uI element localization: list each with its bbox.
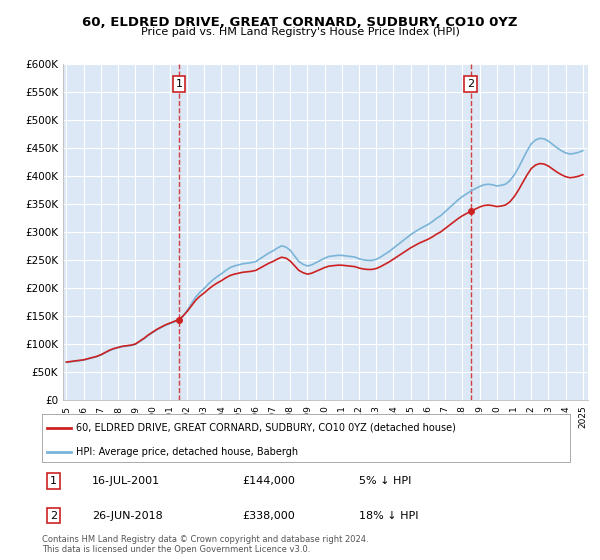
Text: 1: 1 bbox=[50, 476, 57, 486]
Text: 5% ↓ HPI: 5% ↓ HPI bbox=[359, 476, 411, 486]
Text: 26-JUN-2018: 26-JUN-2018 bbox=[92, 511, 163, 521]
Text: 2: 2 bbox=[50, 511, 57, 521]
Text: 60, ELDRED DRIVE, GREAT CORNARD, SUDBURY, CO10 0YZ: 60, ELDRED DRIVE, GREAT CORNARD, SUDBURY… bbox=[82, 16, 518, 29]
Text: Contains HM Land Registry data © Crown copyright and database right 2024.
This d: Contains HM Land Registry data © Crown c… bbox=[42, 535, 368, 554]
Text: £338,000: £338,000 bbox=[242, 511, 295, 521]
Text: 18% ↓ HPI: 18% ↓ HPI bbox=[359, 511, 418, 521]
Text: 2: 2 bbox=[467, 79, 475, 89]
Text: Price paid vs. HM Land Registry's House Price Index (HPI): Price paid vs. HM Land Registry's House … bbox=[140, 27, 460, 37]
Text: 60, ELDRED DRIVE, GREAT CORNARD, SUDBURY, CO10 0YZ (detached house): 60, ELDRED DRIVE, GREAT CORNARD, SUDBURY… bbox=[76, 423, 456, 433]
Text: HPI: Average price, detached house, Babergh: HPI: Average price, detached house, Babe… bbox=[76, 446, 298, 456]
Text: £144,000: £144,000 bbox=[242, 476, 296, 486]
Text: 1: 1 bbox=[176, 79, 182, 89]
Text: 16-JUL-2001: 16-JUL-2001 bbox=[92, 476, 160, 486]
